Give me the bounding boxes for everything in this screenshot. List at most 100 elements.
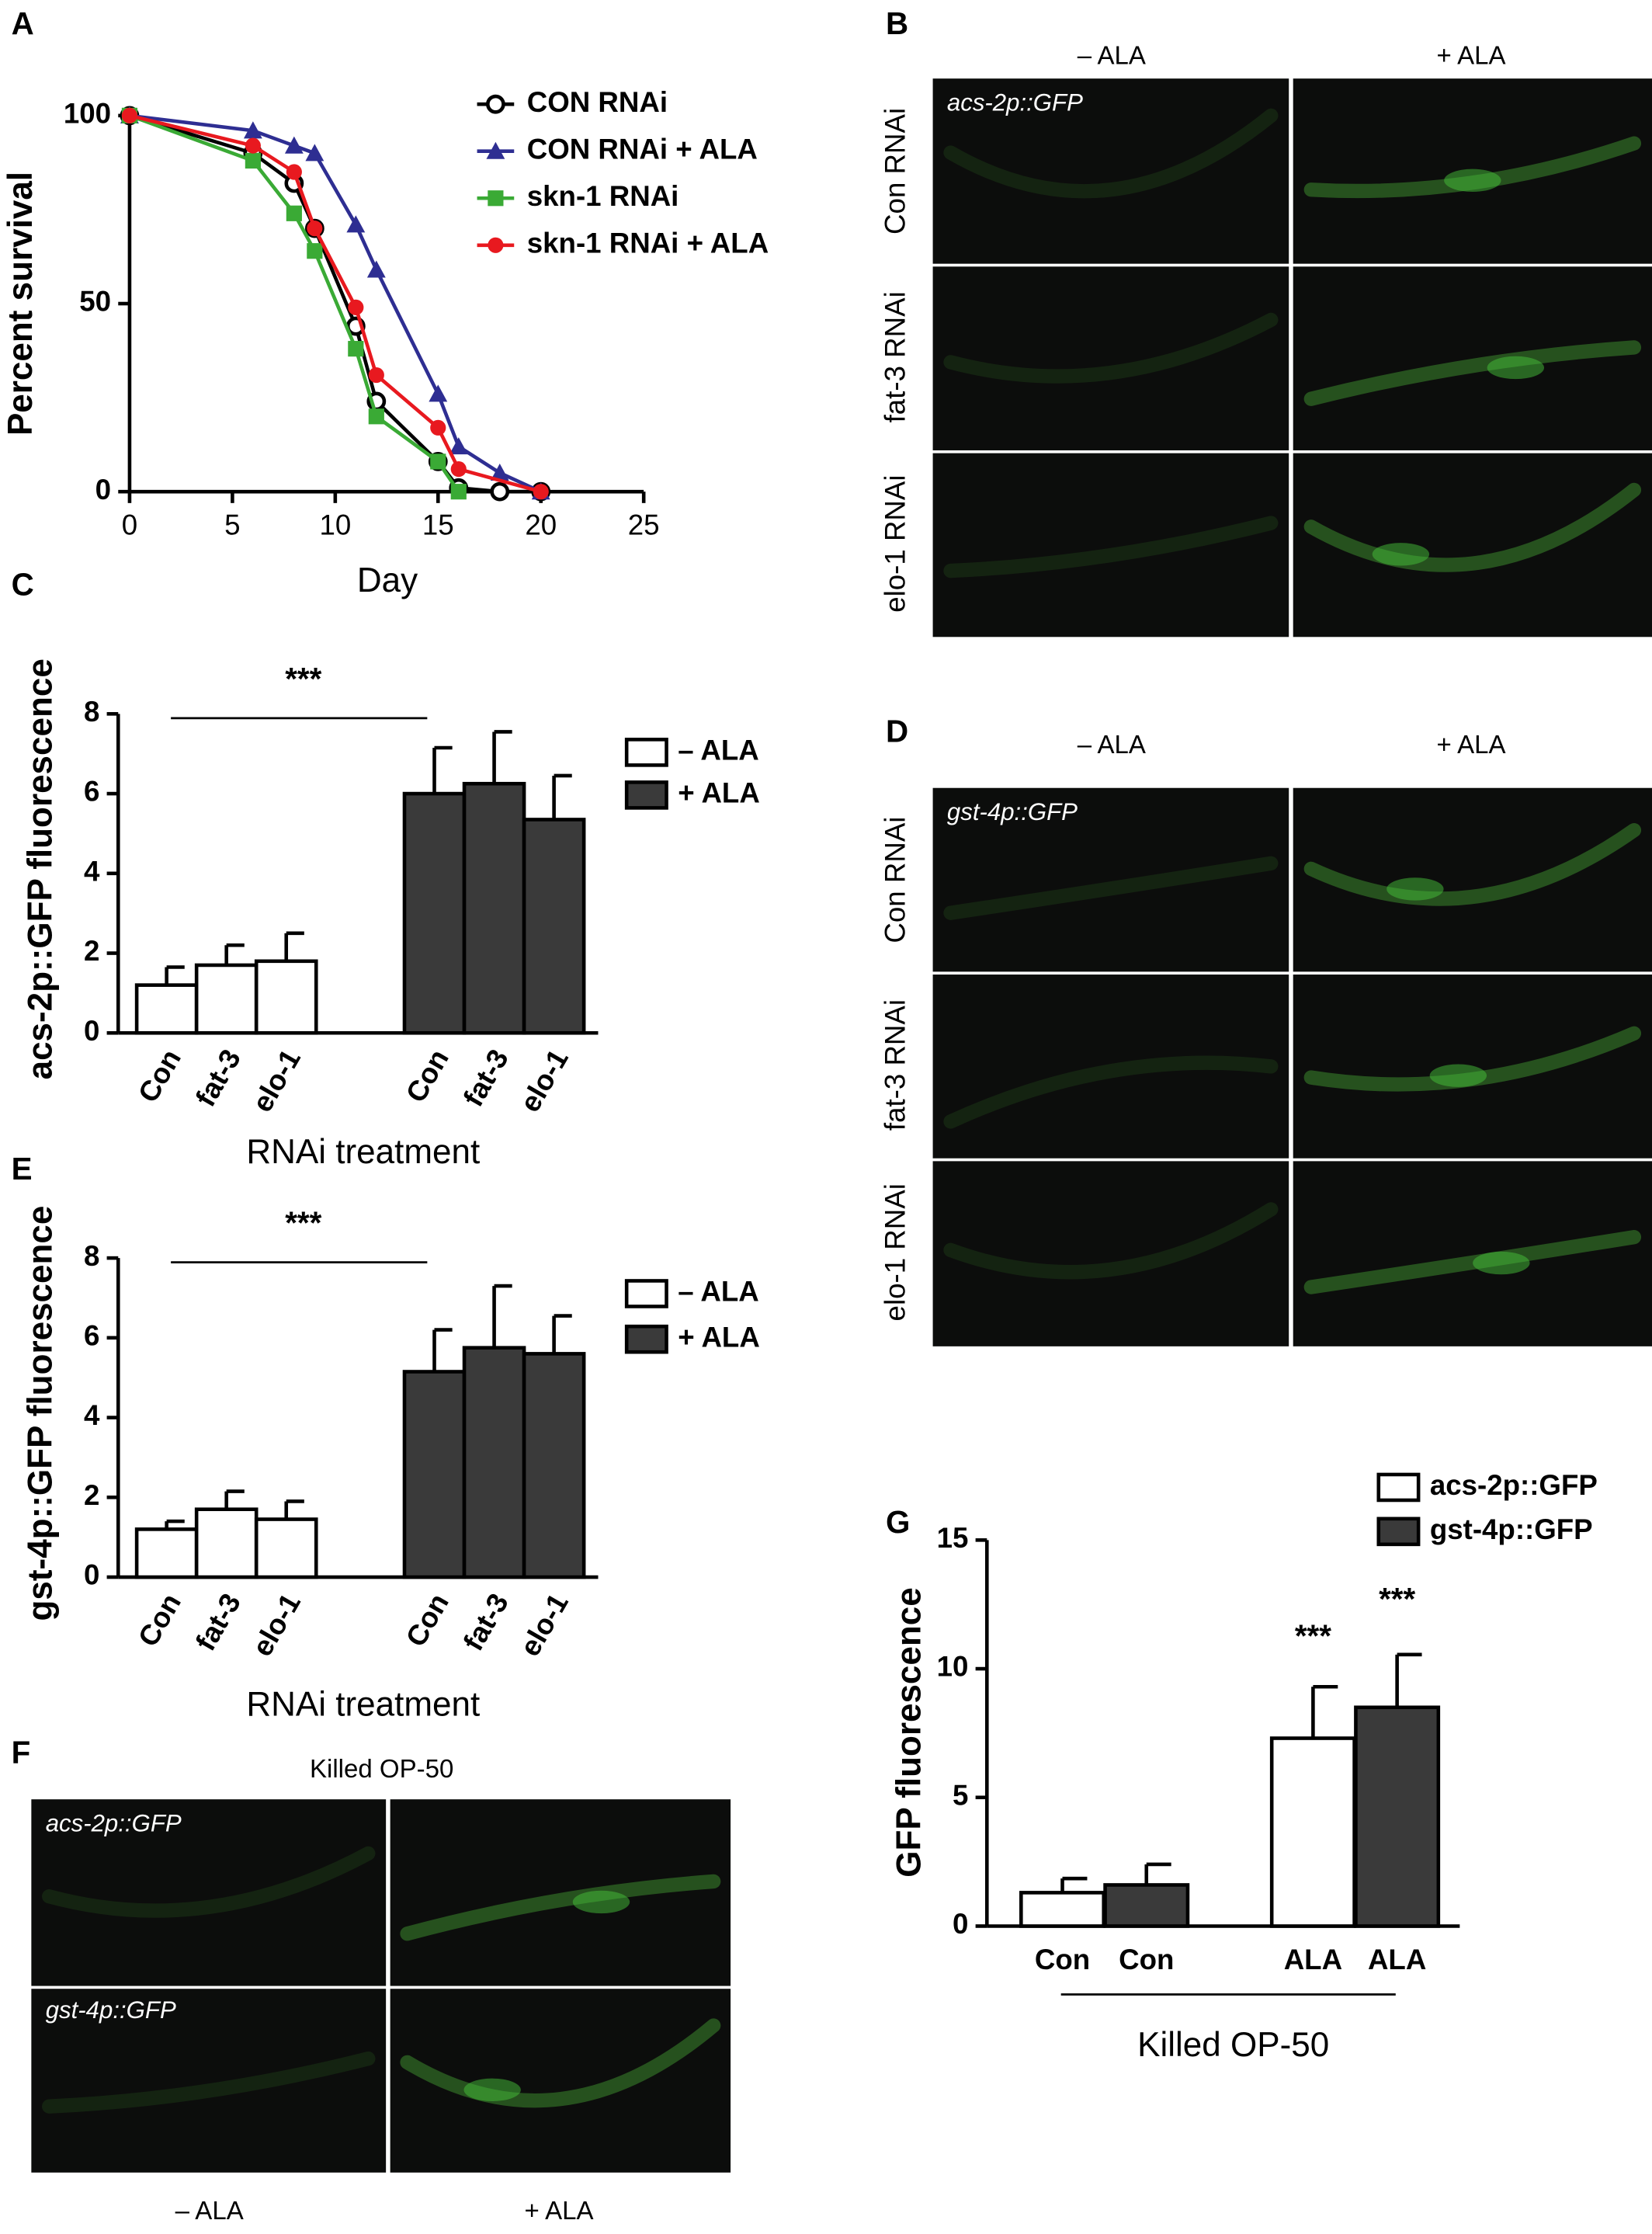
column-label: + ALA <box>1436 730 1505 759</box>
y-axis-label: gst-4p::GFP fluorescence <box>22 1206 60 1621</box>
error-bar <box>492 1284 512 1348</box>
x-tick-label: 5 <box>224 509 240 541</box>
legend-label: CON RNAi + ALA <box>527 133 758 165</box>
worm <box>1303 822 1642 906</box>
marker <box>307 221 323 237</box>
x-tick-label: fat-3 <box>457 1588 515 1656</box>
construct-label: acs-2p::GFP <box>947 89 1083 116</box>
worm <box>943 856 1279 920</box>
panel-label: E <box>12 1151 33 1186</box>
worm-glow <box>1444 169 1501 193</box>
error-bar <box>1144 1862 1171 1885</box>
error-bar <box>1395 1652 1422 1708</box>
bar <box>194 963 259 1035</box>
construct-label: gst-4p::GFP <box>947 798 1078 825</box>
bar <box>522 1352 586 1579</box>
x-tick-label: Con <box>1035 1944 1090 1975</box>
marker <box>348 341 364 357</box>
worm-glow <box>1429 1064 1487 1087</box>
row-label: elo-1 RNAi <box>879 474 911 612</box>
bar <box>522 818 586 1035</box>
x-tick-label: elo-1 <box>514 1588 574 1662</box>
x-tick-label: ALA <box>1368 1944 1426 1975</box>
legend-label: gst-4p::GFP <box>1430 1513 1593 1545</box>
row-label: fat-3 RNAi <box>879 291 911 422</box>
micrograph <box>932 266 1289 450</box>
marker <box>284 136 304 154</box>
error-bar <box>492 730 512 784</box>
y-tick-label: 0 <box>84 1559 99 1591</box>
worm <box>943 516 1279 578</box>
y-tick-label: 50 <box>79 286 111 318</box>
x-tick-label: elo-1 <box>246 1044 307 1117</box>
x-tick-label: 25 <box>628 509 660 541</box>
marker <box>368 408 384 425</box>
worm <box>943 1055 1279 1129</box>
worm <box>42 2051 376 2114</box>
construct-label: acs-2p::GFP <box>46 1809 182 1836</box>
row-label: elo-1 RNAi <box>879 1183 911 1321</box>
worm <box>1303 1229 1642 1294</box>
row-label: Con RNAi <box>879 108 911 235</box>
micrograph <box>31 1799 387 1986</box>
x-tick-label: fat-3 <box>189 1588 247 1656</box>
y-tick-label: 100 <box>64 98 111 130</box>
error-bar <box>1311 1684 1338 1739</box>
marker <box>430 453 446 470</box>
worm-glow <box>1372 543 1430 566</box>
x-tick-label: fat-3 <box>457 1044 515 1112</box>
bar <box>462 1346 526 1579</box>
y-tick-label: 15 <box>937 1522 969 1554</box>
micrograph <box>390 1799 731 1986</box>
legend-label: + ALA <box>678 777 760 809</box>
x-tick-label: 10 <box>319 509 351 541</box>
row-label: Con RNAi <box>879 817 911 943</box>
bar <box>134 1527 199 1579</box>
column-label: – ALA <box>1078 730 1146 759</box>
marker <box>286 164 302 180</box>
error-bar <box>552 1314 572 1354</box>
worm-glow <box>1487 356 1545 380</box>
marker <box>429 384 448 402</box>
y-tick-label: 0 <box>953 1908 968 1940</box>
error-bar <box>1060 1876 1088 1893</box>
marker <box>486 94 505 114</box>
x-tick-label: Con <box>400 1588 455 1652</box>
marker <box>366 260 386 278</box>
marker <box>450 461 467 478</box>
x-tick-label: 0 <box>122 509 137 541</box>
worm <box>1303 482 1642 572</box>
legend-swatch <box>1376 1472 1421 1503</box>
marker <box>490 481 510 502</box>
x-axis-label: RNAi treatment <box>246 1686 480 1724</box>
column-label: – ALA <box>175 2196 244 2225</box>
line <box>129 113 460 493</box>
bar <box>254 1517 318 1579</box>
construct-label: gst-4p::GFP <box>46 1996 176 2024</box>
legend-label: – ALA <box>678 735 759 766</box>
marker <box>486 141 505 159</box>
annotation: *** <box>1379 1581 1415 1617</box>
legend-label: – ALA <box>678 1276 759 1308</box>
error-bar <box>432 1328 453 1372</box>
x-axis-label: RNAi treatment <box>246 1133 480 1171</box>
worm-glow <box>1473 1251 1530 1275</box>
x-tick-label: Con <box>1119 1944 1174 1975</box>
bar <box>402 791 467 1035</box>
bar <box>402 1370 467 1579</box>
x-tick-label: 15 <box>422 509 454 541</box>
error-bar <box>165 965 185 985</box>
worm <box>400 2018 721 2108</box>
marker <box>368 367 384 384</box>
worm <box>943 108 1279 199</box>
y-tick-label: 2 <box>84 1479 99 1511</box>
bar <box>1019 1891 1106 1928</box>
marker <box>346 215 366 233</box>
marker <box>245 137 261 154</box>
y-axis-label: GFP fluorescence <box>890 1587 928 1877</box>
x-tick-label: Con <box>400 1044 455 1107</box>
legend-swatch <box>624 780 668 810</box>
legend-label: skn-1 RNAi <box>527 180 679 212</box>
legend-label: acs-2p::GFP <box>1430 1469 1598 1501</box>
y-tick-label: 6 <box>84 1320 99 1352</box>
